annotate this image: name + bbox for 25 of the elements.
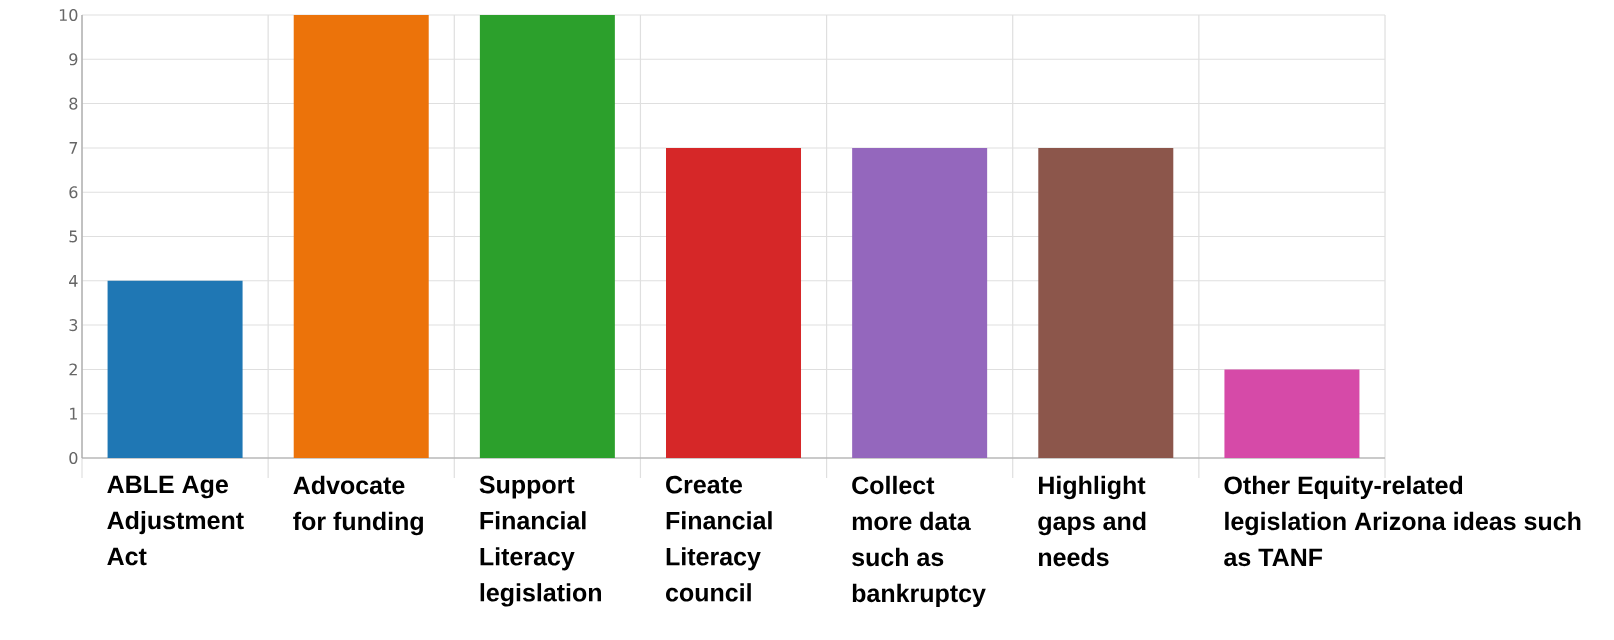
bar — [852, 147, 988, 458]
y-tick-label: 10 — [59, 8, 78, 22]
y-tick-label: 1 — [70, 407, 77, 420]
bar — [107, 280, 243, 458]
bar — [479, 14, 615, 458]
y-tick-label: 2 — [69, 363, 77, 376]
y-tick-label: 3 — [69, 319, 78, 332]
bar — [1038, 147, 1174, 458]
y-tick-label: 4 — [69, 274, 78, 287]
y-tick-label: 7 — [69, 142, 78, 154]
y-tick-label: 6 — [69, 186, 78, 199]
bar — [666, 147, 802, 458]
x-tick-label: Support Financial Literacy legislation — [479, 475, 601, 607]
x-tick-label: Advocate for funding — [293, 475, 423, 536]
x-tick-label: ABLE Age Adjustment Act — [107, 475, 244, 566]
y-tick-label: 0 — [69, 451, 78, 465]
x-tick-label: Other Equity-related legislation Arizona ideas such as TANF — [1224, 475, 1581, 567]
y-tick-label: 8 — [69, 97, 78, 110]
bar — [293, 14, 429, 458]
bar — [1224, 369, 1360, 458]
y-tick-label: 9 — [69, 53, 78, 66]
x-tick-label: Collect more data such as bankruptcy — [852, 475, 986, 608]
x-tick-label: Highlight gaps and needs — [1038, 475, 1146, 567]
y-tick-label: 5 — [69, 230, 78, 243]
x-tick-label: Create Financial Literacy council — [666, 475, 772, 602]
